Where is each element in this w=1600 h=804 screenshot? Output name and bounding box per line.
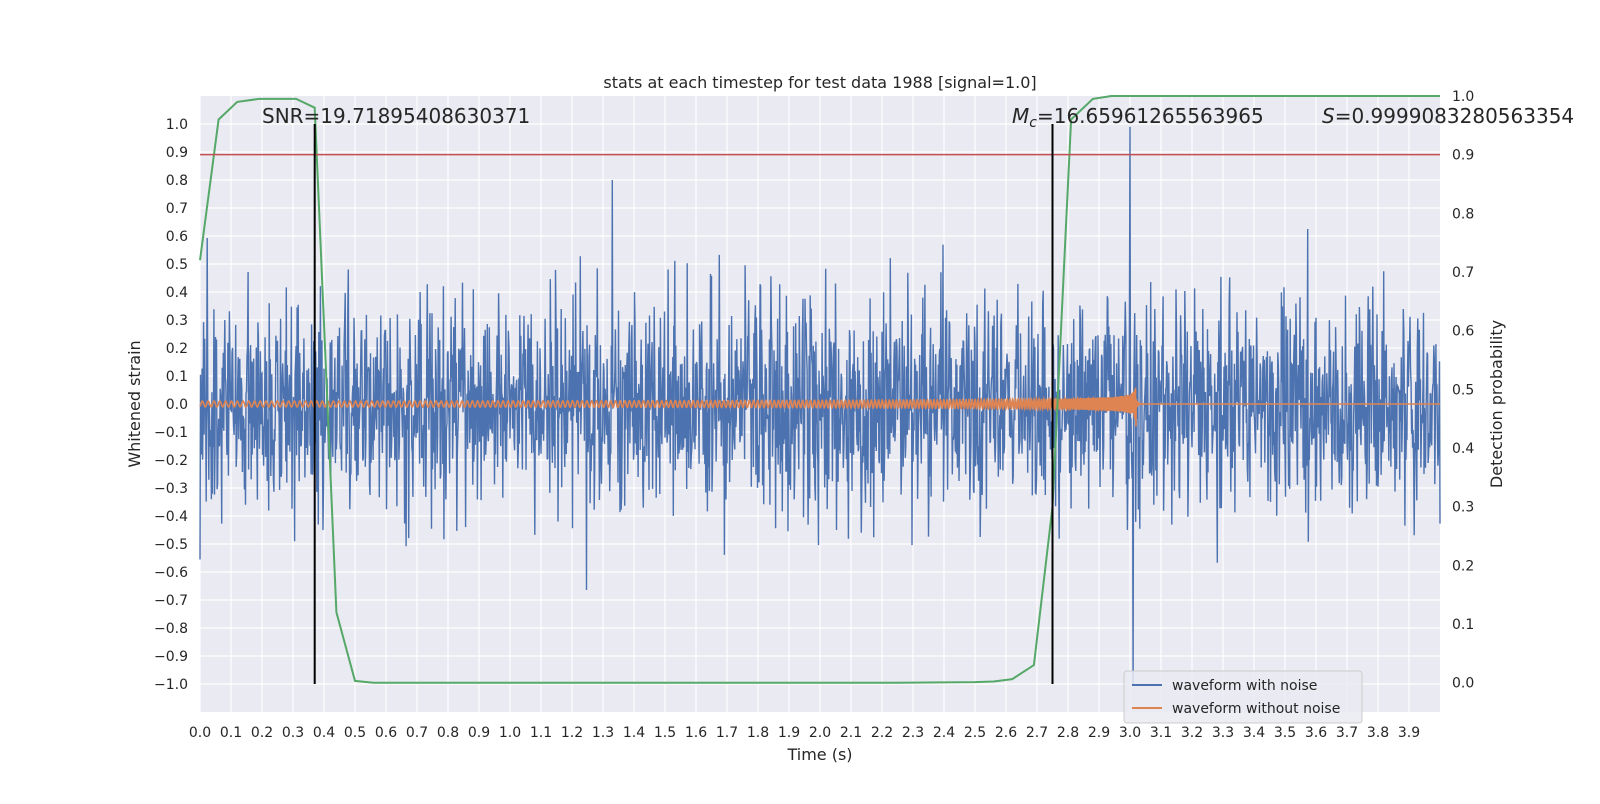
x-tick-label: 2.0: [809, 725, 831, 741]
x-tick-label: 2.6: [995, 725, 1017, 741]
legend-label-clean: waveform without noise: [1172, 701, 1340, 717]
clean-line: [199, 387, 1440, 427]
y-tick-label: −0.5: [154, 537, 188, 553]
legend-box: [1123, 670, 1363, 724]
y-tick-label: −0.2: [154, 453, 188, 469]
chart-title: stats at each timestep for test data 198…: [603, 73, 1036, 92]
series-waveform-with-noise: [199, 126, 1441, 685]
x-tick-label: 0.9: [468, 725, 490, 741]
y-tick-label: 0.0: [166, 397, 188, 413]
y-tick-label: 1.0: [166, 117, 188, 133]
noise-line: [199, 126, 1441, 685]
mc-subscript: c: [1029, 115, 1037, 131]
x-tick-label: 1.9: [778, 725, 800, 741]
mc-symbol: M: [1012, 104, 1029, 128]
x-tick-label: 0.0: [189, 725, 211, 741]
x-axis-label: Time (s): [786, 745, 852, 764]
overlays: [200, 124, 1440, 684]
x-tick-label: 2.4: [933, 725, 955, 741]
x-tick-label: 1.3: [592, 725, 614, 741]
y-tick-label: 0.9: [166, 145, 188, 161]
x-tick-label: 2.8: [1057, 725, 1079, 741]
y-tick-label: −0.7: [154, 593, 188, 609]
y-right-tick-label: 0.7: [1452, 265, 1474, 281]
y-right-tick-label: 0.8: [1452, 206, 1474, 222]
x-tick-label: 2.7: [1026, 725, 1048, 741]
x-tick-label: 2.9: [1088, 725, 1110, 741]
y-tick-labels: 1.0 0.9 0.8 0.7 0.6 0.5 0.4 0.3 0.2 0.1 0.0 −0.1 −0.…: [154, 117, 188, 693]
x-tick-label: 1.7: [716, 725, 738, 741]
x-tick-label: 2.3: [902, 725, 924, 741]
x-tick-label: 0.7: [406, 725, 428, 741]
x-tick-labels: 0.0 0.1 0.2 0.3 0.4 0.5 0.6 0.7 0.8 0.9 1.0 1.1 1.2 1…: [189, 725, 1420, 741]
y-right-tick-label: 0.9: [1452, 148, 1474, 164]
y-right-tick-label: 0.4: [1452, 441, 1474, 457]
series-waveform-without-noise: [199, 387, 1440, 427]
x-tick-label: 0.4: [313, 725, 335, 741]
x-tick-label: 0.3: [282, 725, 304, 741]
y-right-tick-label: 0.5: [1452, 382, 1474, 398]
y-right-tick-label: 0.6: [1452, 324, 1474, 340]
y-tick-label: 0.5: [166, 257, 188, 273]
x-tick-label: 1.0: [499, 725, 521, 741]
x-tick-label: 3.1: [1150, 725, 1172, 741]
x-tick-label: 2.1: [840, 725, 862, 741]
legend-label-noise: waveform with noise: [1172, 678, 1317, 694]
y-tick-label: −0.6: [154, 565, 188, 581]
x-tick-label: 1.2: [561, 725, 583, 741]
x-tick-label: 0.5: [344, 725, 366, 741]
s-annotation: S=0.9999083280563354: [1322, 104, 1574, 128]
x-tick-label: 1.5: [654, 725, 676, 741]
x-tick-label: 3.5: [1274, 725, 1296, 741]
y-tick-label: 0.7: [166, 201, 188, 217]
y-tick-label: −0.3: [154, 481, 188, 497]
probability-line: [199, 95, 1440, 684]
x-tick-label: 3.8: [1367, 725, 1389, 741]
y-tick-label: 0.1: [166, 369, 188, 385]
x-tick-label: 3.4: [1243, 725, 1265, 741]
y-tick-label: 0.4: [166, 285, 188, 301]
y-tick-label: −0.1: [154, 425, 188, 441]
x-tick-label: 3.9: [1398, 725, 1420, 741]
series-detection-probability: [199, 95, 1440, 684]
y-right-tick-label: 0.2: [1452, 558, 1474, 574]
legend: waveform with noise waveform without noi…: [1123, 670, 1363, 724]
x-tick-label: 0.1: [220, 725, 242, 741]
x-tick-label: 3.2: [1181, 725, 1203, 741]
x-tick-label: 0.2: [251, 725, 273, 741]
y-tick-label: −0.4: [154, 509, 188, 525]
y-right-tick-label: 0.3: [1452, 500, 1474, 516]
s-value: =0.9999083280563354: [1335, 104, 1574, 128]
x-tick-label: 1.6: [685, 725, 707, 741]
y-tick-label: −0.9: [154, 649, 188, 665]
mc-annotation: Mc=16.65961265563965: [1012, 104, 1264, 131]
x-tick-label: 2.5: [964, 725, 986, 741]
y-axis-label: Whitened strain: [125, 340, 144, 467]
snr-annotation: SNR=19.71895408630371: [262, 104, 530, 128]
s-symbol: S: [1322, 104, 1335, 128]
y-tick-label: −1.0: [154, 677, 188, 693]
y-right-tick-label: 0.0: [1452, 676, 1474, 692]
x-tick-label: 1.8: [747, 725, 769, 741]
x-tick-label: 1.1: [530, 725, 552, 741]
y-tick-label: 0.3: [166, 313, 188, 329]
y-tick-label: 0.6: [166, 229, 188, 245]
x-tick-label: 3.7: [1336, 725, 1358, 741]
x-tick-label: 3.6: [1305, 725, 1327, 741]
y-right-axis-label: Detection probability: [1487, 320, 1506, 488]
x-tick-label: 0.8: [437, 725, 459, 741]
mc-value: =16.65961265563965: [1037, 104, 1264, 128]
y-tick-label: 0.2: [166, 341, 188, 357]
y-tick-label: −0.8: [154, 621, 188, 637]
y-right-tick-labels: 1.0 0.9 0.8 0.7 0.6 0.5 0.4 0.3 0.2 0.1 0.0: [1452, 89, 1474, 692]
x-tick-label: 2.2: [871, 725, 893, 741]
x-tick-label: 0.6: [375, 725, 397, 741]
x-tick-label: 3.0: [1119, 725, 1141, 741]
x-tick-label: 3.3: [1212, 725, 1234, 741]
x-tick-label: 1.4: [623, 725, 645, 741]
y-tick-label: 0.8: [166, 173, 188, 189]
y-right-tick-label: 1.0: [1452, 89, 1474, 105]
y-right-tick-label: 0.1: [1452, 617, 1474, 633]
